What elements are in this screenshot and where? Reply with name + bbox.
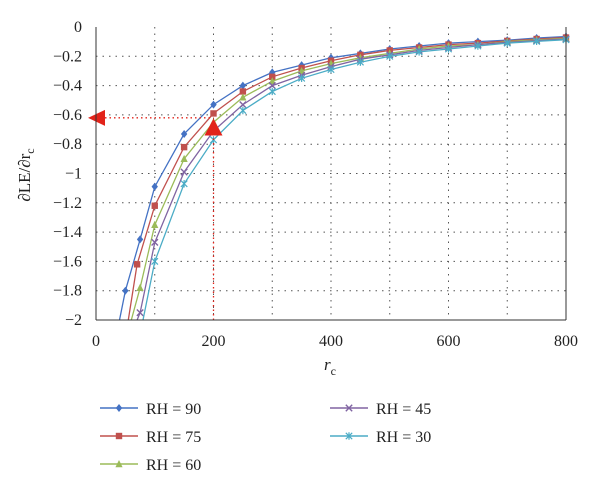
data-point: [136, 283, 144, 291]
data-point: [180, 180, 188, 188]
data-point: [180, 154, 188, 163]
legend-marker: [115, 404, 123, 412]
data-point: [239, 100, 247, 109]
y-tick-label: −0.8: [53, 136, 82, 153]
data-point: [269, 73, 276, 81]
data-point: [268, 81, 276, 90]
x-tick-label: 0: [92, 333, 100, 350]
data-point: [239, 88, 247, 95]
x-tick-label: 800: [554, 333, 578, 350]
data-point: [210, 110, 217, 117]
legend: RH = 90 RH = 75 RH = 60 RH = 45 RH = 30: [100, 401, 431, 474]
tick-labels: 0 −0.2 −0.4 −0.6 −0.8 −1 −1.2 −1.4 −1.6 −1.8 −2 0 20…: [53, 19, 578, 350]
y-tick-label: −0.6: [53, 107, 82, 124]
data-point: [151, 182, 158, 191]
data-point: [210, 100, 217, 109]
triangle-marker: [204, 118, 223, 136]
data-point: [151, 257, 159, 266]
legend-item: RH = 45: [330, 401, 431, 418]
data-point: [298, 74, 306, 82]
data-point: [180, 168, 188, 176]
series-5: [142, 36, 570, 320]
x-tick-label: 400: [319, 333, 343, 350]
data-point: [239, 106, 247, 115]
series-line: [136, 38, 567, 320]
data-point: [239, 81, 247, 90]
data-point: [180, 129, 188, 138]
data-point: [474, 42, 482, 50]
y-tick-label: 0: [74, 19, 82, 36]
data-point: [327, 65, 335, 74]
legend-marker: [345, 432, 353, 440]
grid: [96, 27, 566, 320]
data-point: [268, 77, 276, 85]
series-line: [142, 39, 567, 320]
data-point: [356, 58, 364, 66]
legend-marker: [115, 460, 123, 468]
series-2: [127, 34, 570, 320]
data-point: [444, 45, 453, 53]
y-tick-label: −0.2: [53, 48, 82, 65]
data-point: [298, 66, 306, 75]
legend-label: RH = 30: [376, 429, 431, 446]
axes: [95, 27, 567, 321]
data-point: [239, 93, 247, 101]
data-point: [503, 39, 511, 47]
y-tick-label: −1.8: [53, 283, 82, 300]
legend-label: RH = 45: [376, 401, 431, 418]
data-point: [386, 52, 394, 60]
series-line: [127, 36, 567, 320]
y-tick-label: −1.4: [53, 224, 82, 241]
data-point: [151, 220, 159, 228]
y-tick-label: −1.6: [53, 253, 82, 270]
legend-item: RH = 60: [100, 457, 201, 474]
legend-label: RH = 75: [146, 429, 201, 446]
legend-label: RH = 90: [146, 401, 201, 418]
x-tick-label: 200: [202, 333, 226, 350]
series-1: [118, 32, 570, 320]
data-point: [136, 308, 144, 317]
data-point: [151, 238, 159, 247]
series-line: [130, 37, 567, 320]
data-point: [180, 143, 188, 151]
series-layer: [118, 32, 570, 320]
y-tick-label: −0.4: [53, 78, 82, 95]
legend-marker: [115, 432, 123, 440]
y-tick-label: −1: [65, 166, 82, 183]
legend-item: RH = 75: [100, 429, 201, 446]
data-point: [133, 261, 141, 268]
legend-item: RH = 90: [100, 401, 201, 418]
data-point: [151, 202, 158, 209]
series-3: [130, 34, 570, 320]
x-tick-label: 600: [437, 333, 461, 350]
y-tick-label: −1.2: [53, 195, 82, 212]
y-axis-label: ∂LE/∂rc: [15, 148, 37, 201]
legend-label: RH = 60: [146, 457, 201, 474]
series-line: [118, 35, 567, 320]
series-4: [136, 35, 570, 320]
data-point: [122, 286, 129, 295]
x-axis-label: rc: [324, 355, 336, 378]
y-tick-label: −2: [65, 312, 82, 329]
data-point: [415, 48, 423, 56]
data-point: [268, 87, 276, 96]
data-point: [136, 235, 144, 244]
data-point: [533, 37, 541, 46]
legend-item: RH = 30: [330, 429, 431, 446]
legend-marker: [345, 404, 353, 412]
